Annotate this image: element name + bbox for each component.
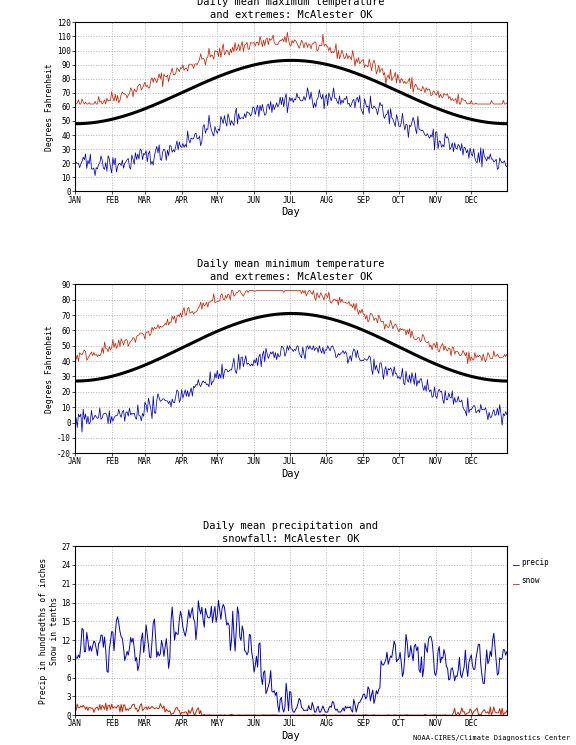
X-axis label: Day: Day: [282, 731, 300, 741]
Title: Daily mean maximum temperature
and extremes: McAlester OK: Daily mean maximum temperature and extre…: [197, 0, 385, 20]
Title: Daily mean minimum temperature
and extremes: McAlester OK: Daily mean minimum temperature and extre…: [197, 259, 385, 282]
X-axis label: Day: Day: [282, 207, 300, 218]
Y-axis label: Degrees Fahrenheit: Degrees Fahrenheit: [45, 63, 54, 150]
Y-axis label: Precip in hundredths of inches
Snow in tenths: Precip in hundredths of inches Snow in t…: [39, 557, 59, 704]
Text: NOAA-CIRES/Climate Diagnostics Center: NOAA-CIRES/Climate Diagnostics Center: [413, 735, 570, 741]
X-axis label: Day: Day: [282, 469, 300, 479]
Text: precip: precip: [521, 558, 549, 567]
Text: —: —: [513, 579, 520, 589]
Y-axis label: Degrees Fahrenheit: Degrees Fahrenheit: [45, 325, 54, 413]
Text: snow: snow: [521, 577, 540, 586]
Text: —: —: [513, 560, 520, 571]
Title: Daily mean precipitation and
snowfall: McAlester OK: Daily mean precipitation and snowfall: M…: [203, 521, 378, 544]
